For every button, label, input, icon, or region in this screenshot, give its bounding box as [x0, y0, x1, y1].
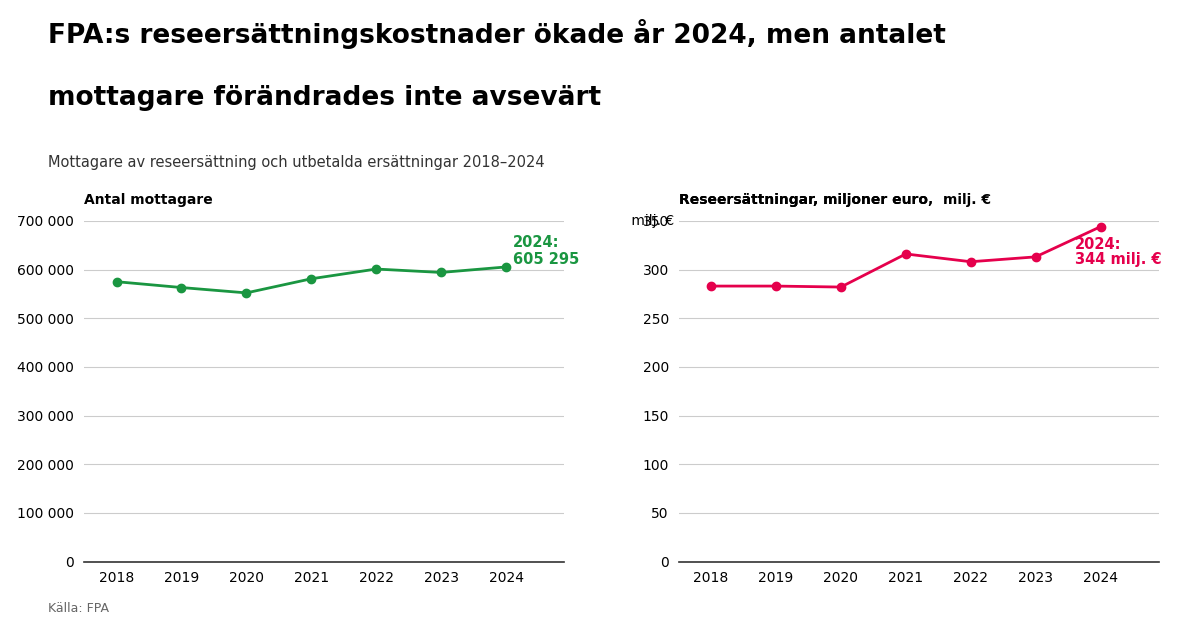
Text: FPA:s reseersättningskostnader ökade år 2024, men antalet: FPA:s reseersättningskostnader ökade år … [48, 19, 946, 49]
Text: 344 milj. €: 344 milj. € [1075, 252, 1161, 267]
Text: 2024:: 2024: [513, 235, 558, 251]
Text: 2024:: 2024: [1075, 237, 1121, 252]
Text: Källa: FPA: Källa: FPA [48, 602, 109, 615]
Text: milj. €: milj. € [627, 214, 674, 228]
Text: Mottagare av reseersättning och utbetalda ersättningar 2018–2024: Mottagare av reseersättning och utbetald… [48, 155, 545, 170]
Text: Reseersättningar, miljoner euro: Reseersättningar, miljoner euro [679, 193, 927, 207]
Text: mottagare förändrades inte avsevärt: mottagare förändrades inte avsevärt [48, 85, 602, 111]
Text: Reseersättningar, miljoner euro,  milj. €: Reseersättningar, miljoner euro, milj. € [679, 193, 991, 207]
Text: Antal mottagare: Antal mottagare [84, 193, 213, 207]
Text: 605 295: 605 295 [513, 252, 579, 268]
